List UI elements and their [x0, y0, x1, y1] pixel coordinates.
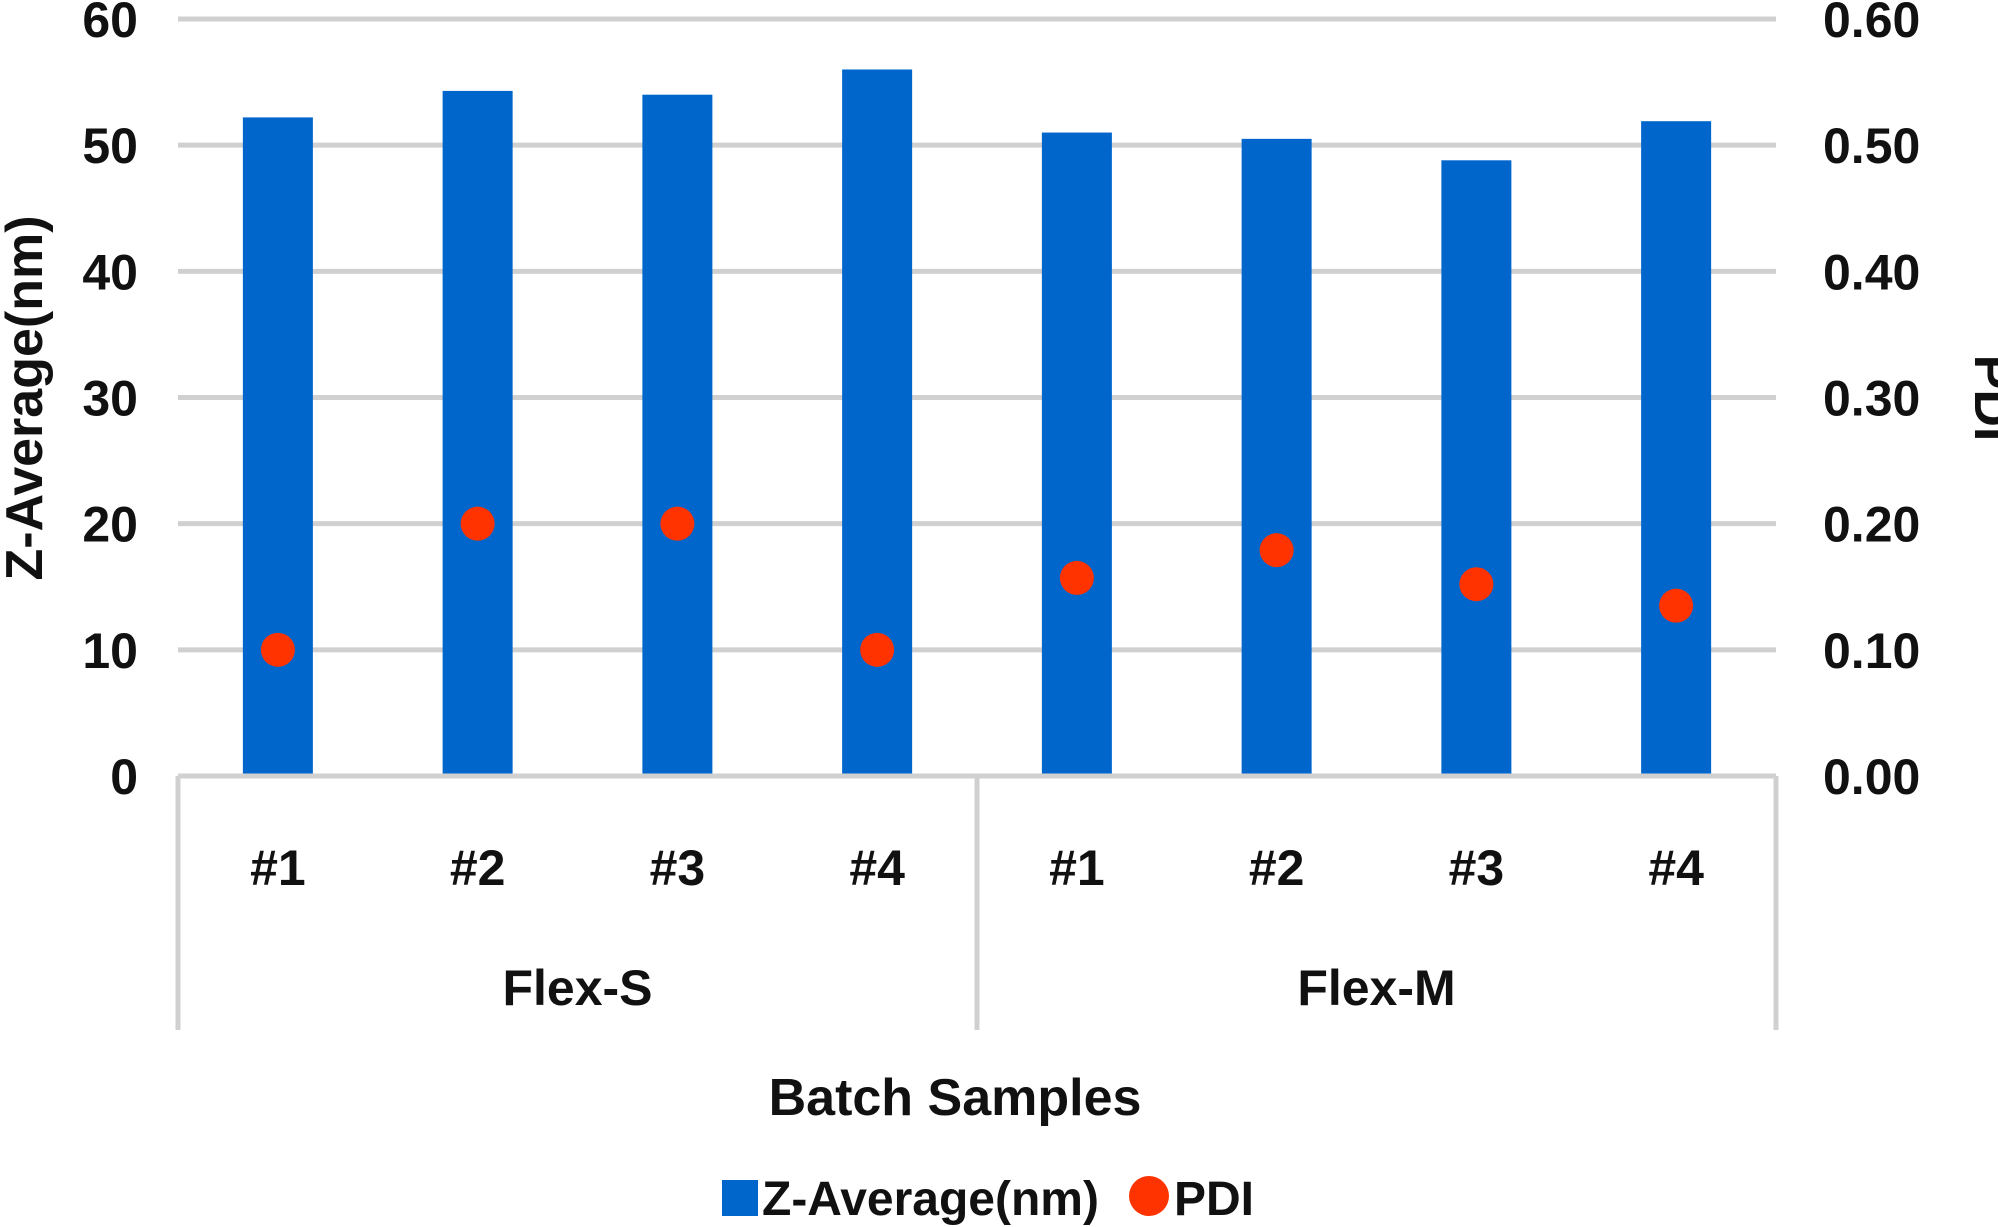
pdi-point — [1259, 533, 1294, 568]
legend: Z-Average(nm) PDI — [722, 1173, 1254, 1226]
z-average-bar — [1041, 132, 1112, 777]
y2-tick-label: 0.20 — [1823, 497, 1920, 553]
group-label: Flex-M — [1297, 960, 1455, 1016]
y-tick-label: 50 — [82, 118, 138, 174]
pdi-point — [660, 506, 695, 541]
z-average-bar — [242, 117, 313, 776]
y2-tick-label: 0.60 — [1823, 0, 1920, 48]
x-axis-title: Batch Samples — [769, 1069, 1142, 1127]
y2-tick-label: 0.40 — [1823, 244, 1920, 300]
legend-label-z-average: Z-Average(nm) — [762, 1173, 1099, 1226]
legend-swatch-z-average — [722, 1180, 758, 1216]
y2-axis-title: PDI — [1963, 355, 1998, 442]
x-tick-label: #2 — [450, 840, 506, 896]
left-axis-ticks: 0 10 20 30 40 50 60 — [82, 0, 138, 805]
y-tick-label: 60 — [82, 0, 138, 48]
x-tick-label: #1 — [1049, 840, 1105, 896]
x-tick-label: #4 — [849, 840, 905, 896]
x-tick-label: #1 — [250, 840, 306, 896]
pdi-point — [1659, 588, 1694, 623]
y2-tick-label: 0.10 — [1823, 623, 1920, 679]
x-tick-label: #2 — [1249, 840, 1305, 896]
x-tick-label: #3 — [650, 840, 706, 896]
legend-marker-pdi — [1129, 1176, 1169, 1216]
gridlines — [178, 16, 1776, 779]
pdi-point — [260, 632, 295, 667]
y-tick-label: 20 — [82, 497, 138, 553]
pdi-point — [860, 632, 895, 667]
y2-tick-label: 0.30 — [1823, 371, 1920, 427]
right-axis-ticks: 0.00 0.10 0.20 0.30 0.40 0.50 0.60 — [1823, 0, 1920, 805]
y-axis-title: Z-Average(nm) — [0, 215, 54, 580]
y-tick-label: 40 — [82, 244, 138, 300]
category-axis: #1 #2 #3 #4 Flex-S #1 #2 #3 #4 Flex-M — [175, 773, 1779, 1030]
y-tick-label: 0 — [110, 749, 138, 805]
z-average-bar — [1241, 138, 1312, 776]
pdi-point — [460, 506, 495, 541]
z-average-bar — [642, 94, 713, 776]
pdi-point — [1459, 567, 1494, 602]
pdi-series — [260, 506, 1694, 667]
y-tick-label: 30 — [82, 371, 138, 427]
x-tick-label: #4 — [1648, 840, 1704, 896]
y2-tick-label: 0.50 — [1823, 118, 1920, 174]
group-label: Flex-S — [502, 960, 652, 1016]
bar-series — [242, 69, 1712, 777]
legend-label-pdi: PDI — [1174, 1173, 1254, 1226]
z-average-bar — [1441, 160, 1512, 777]
pdi-point — [1059, 560, 1094, 595]
y-tick-label: 10 — [82, 623, 138, 679]
x-tick-label: #3 — [1449, 840, 1505, 896]
z-average-bar — [1641, 121, 1712, 776]
z-average-bar — [442, 90, 513, 777]
z-average-bar — [842, 69, 913, 776]
y2-tick-label: 0.00 — [1823, 749, 1920, 805]
